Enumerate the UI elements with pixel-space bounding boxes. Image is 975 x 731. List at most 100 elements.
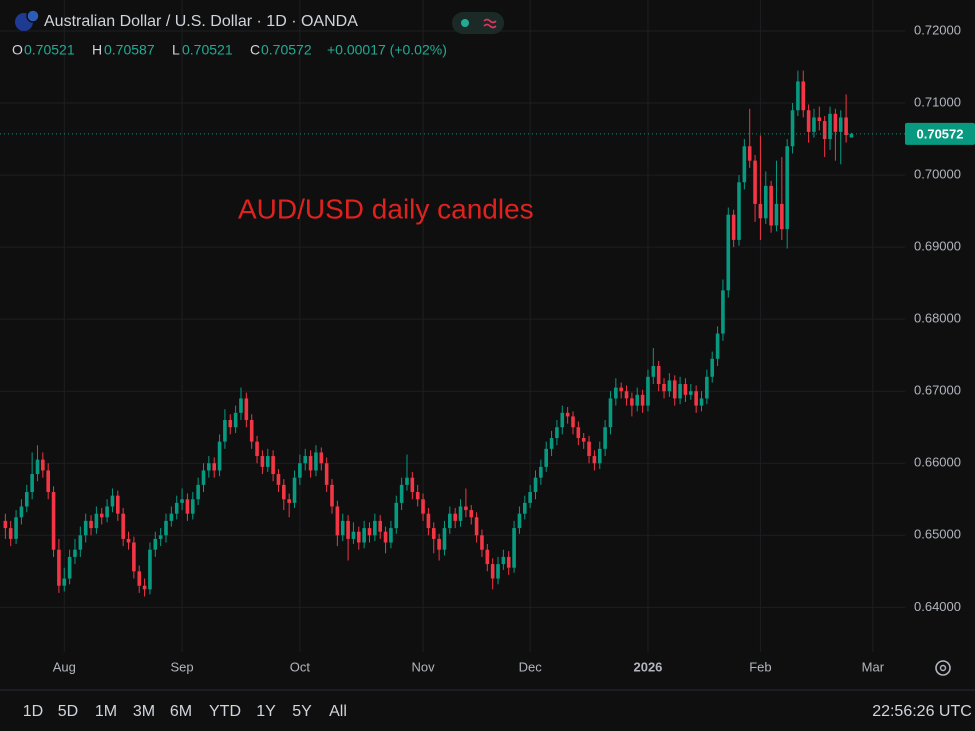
candle-body	[699, 398, 704, 406]
candle-body	[522, 502, 527, 514]
y-tick-label: 0.66000	[914, 455, 961, 470]
legend-label: H	[92, 42, 102, 58]
candle-body	[180, 499, 184, 503]
candle-body	[592, 456, 597, 464]
candle-body	[415, 492, 420, 500]
y-tick-label: 0.69000	[914, 239, 961, 254]
candle-body	[126, 538, 131, 543]
candle-body	[110, 495, 115, 507]
candle-body	[105, 506, 109, 518]
candle-body	[265, 456, 270, 467]
candle-body	[619, 387, 623, 392]
range-button[interactable]: All	[329, 703, 347, 720]
candle-body	[448, 513, 452, 529]
flag-icon-small	[26, 9, 40, 23]
candle-body	[817, 117, 822, 122]
candle-body	[67, 556, 72, 579]
candle-body	[517, 513, 522, 529]
candle-body	[485, 549, 490, 565]
candle-body	[474, 517, 479, 536]
candle-body	[51, 492, 56, 550]
candle-body	[614, 387, 618, 399]
candle-body	[298, 463, 302, 478]
candle-body	[137, 571, 142, 586]
candle-body	[14, 517, 18, 539]
range-button[interactable]: 5D	[58, 703, 78, 720]
range-button[interactable]: 1D	[23, 703, 43, 720]
range-button[interactable]: YTD	[209, 703, 241, 720]
candle-body	[132, 542, 136, 572]
candle-body	[190, 499, 195, 514]
y-tick-label: 0.70000	[914, 167, 961, 182]
range-button[interactable]: 3M	[133, 703, 155, 720]
candle-body	[528, 492, 532, 503]
legend-value: 0.70521	[182, 42, 233, 58]
toolbar: 22:56:26 UTC 1D 5D 1M 3M 6M YTD 1Y 5Y All	[23, 703, 972, 720]
y-tick-label: 0.67000	[914, 383, 961, 398]
candle-body	[356, 531, 361, 543]
x-tick-label: Dec	[519, 659, 543, 674]
last-price-label: 0.70572	[917, 126, 964, 141]
candle-body	[683, 383, 688, 395]
candle-body	[330, 484, 334, 507]
range-button[interactable]: 1M	[95, 703, 117, 720]
candle-body	[8, 528, 13, 539]
candle-body	[158, 535, 163, 539]
legend-value: 0.70587	[104, 42, 155, 58]
candle-body	[287, 499, 291, 503]
candle-body	[292, 477, 297, 503]
candle-body	[731, 214, 736, 240]
candle-body	[410, 477, 415, 493]
range-button[interactable]: 5Y	[292, 703, 312, 720]
candle-body	[603, 427, 607, 449]
range-button[interactable]: 6M	[170, 703, 192, 720]
candle-body	[555, 427, 559, 439]
candle-body	[480, 535, 484, 550]
legend-value: 0.70521	[24, 42, 75, 58]
y-tick-label: 0.64000	[914, 599, 961, 614]
legend-label: C	[250, 42, 260, 58]
candle-body	[801, 81, 806, 111]
status-pill	[452, 12, 504, 34]
candle-body	[335, 506, 340, 536]
candle-body	[212, 463, 217, 471]
candle-body	[228, 420, 233, 428]
candle-body	[233, 412, 238, 428]
grid: 0.64000 0.65000 0.66000 0.67000 0.68000 0.690…	[0, 0, 961, 674]
candle-body	[726, 214, 731, 291]
candle-body	[646, 376, 650, 406]
candle-body	[314, 452, 318, 471]
candle-body	[362, 528, 366, 543]
candle-body	[780, 203, 784, 230]
candle-body	[576, 427, 581, 439]
x-tick-label: Aug	[53, 659, 76, 674]
candle-body	[142, 585, 147, 590]
candle-body	[571, 416, 575, 428]
candle-body	[763, 185, 768, 219]
gear-ring	[935, 660, 951, 676]
candle-body	[255, 441, 259, 457]
candle-body	[672, 380, 677, 399]
settings-button[interactable]	[935, 660, 951, 676]
candle-body	[828, 113, 832, 140]
candles: 0.70572	[0, 70, 975, 597]
candle-body	[635, 394, 640, 406]
candle-body	[758, 203, 763, 219]
candle-body	[62, 578, 67, 586]
candle-body	[496, 564, 500, 579]
legend-change: +0.00017 (+0.02%)	[327, 42, 447, 58]
range-button[interactable]: 1Y	[256, 703, 276, 720]
candle-body	[806, 110, 811, 132]
candle-body	[116, 495, 120, 514]
candle-body	[319, 452, 324, 464]
x-tick-label: Nov	[411, 659, 435, 674]
candle-body	[442, 528, 447, 550]
candle-body	[185, 499, 190, 514]
candle-body	[640, 394, 645, 406]
x-tick-label: Oct	[290, 659, 311, 674]
market-open-dot	[461, 19, 469, 27]
candle-body	[581, 438, 586, 442]
candle-body	[790, 110, 795, 147]
candle-body	[608, 398, 613, 428]
